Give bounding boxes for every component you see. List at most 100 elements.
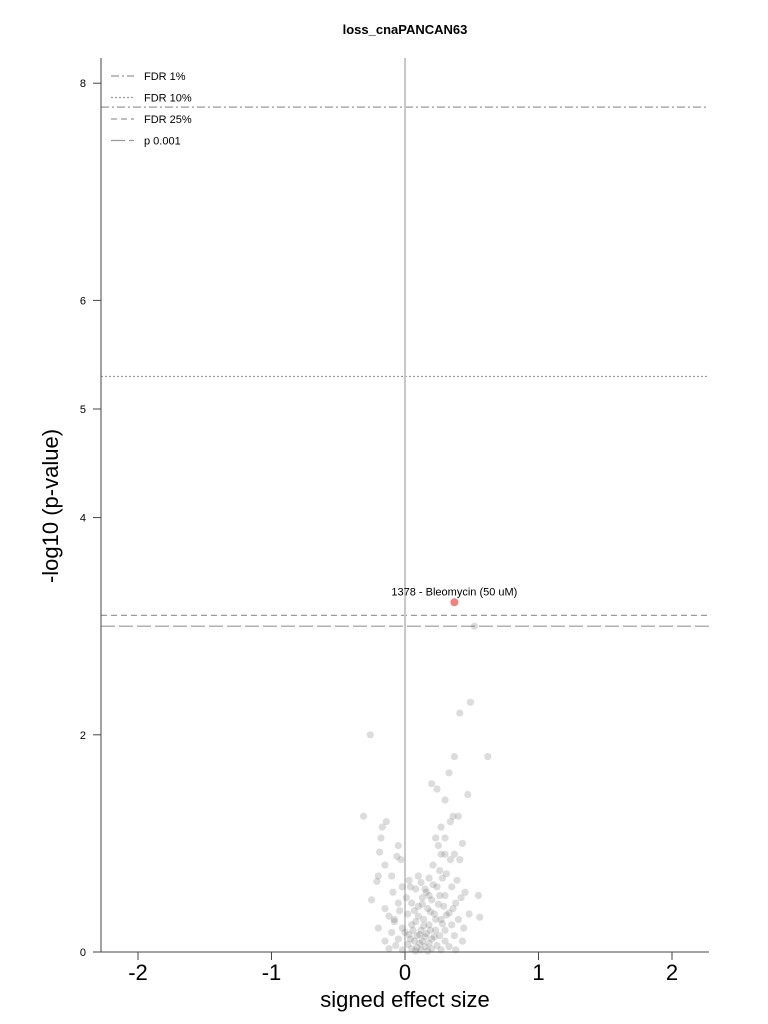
data-point	[381, 861, 389, 869]
data-point	[377, 834, 385, 842]
data-point	[442, 870, 450, 878]
data-point	[449, 812, 457, 820]
data-point	[442, 911, 450, 919]
data-point	[422, 929, 430, 938]
data-point	[433, 941, 441, 950]
data-point	[414, 912, 422, 920]
data-point	[388, 872, 396, 880]
data-point	[449, 904, 457, 913]
data-point	[425, 939, 433, 947]
data-point	[414, 902, 422, 910]
data-point	[389, 888, 397, 896]
data-point	[392, 941, 400, 950]
data-point	[412, 885, 420, 893]
data-point	[421, 885, 429, 893]
data-point	[381, 904, 389, 913]
data-point	[398, 924, 406, 932]
legend: FDR 1% FDR 10% FDR 25% p 0.001	[111, 71, 192, 148]
chart-title: loss_cnaPANCAN63	[343, 22, 468, 37]
data-point	[404, 910, 412, 918]
data-point	[441, 834, 449, 842]
data-point	[450, 752, 458, 761]
y-tick-label: 6	[80, 295, 86, 307]
highlighted-point-label: 1378 - Bleomycin (50 uM)	[391, 586, 517, 598]
data-point	[432, 834, 440, 842]
data-point	[416, 931, 424, 939]
data-point	[414, 872, 422, 880]
data-point	[436, 932, 444, 940]
data-point	[470, 622, 479, 630]
data-point	[441, 891, 449, 900]
data-point	[420, 922, 428, 930]
data-point	[398, 883, 406, 891]
data-point	[385, 912, 393, 920]
data-point	[453, 876, 461, 884]
data-point	[394, 899, 402, 907]
data-point	[396, 907, 404, 915]
legend-label: FDR 1%	[144, 71, 186, 83]
data-point	[448, 921, 456, 929]
data-point	[410, 937, 418, 945]
data-point	[368, 896, 376, 904]
data-point	[381, 937, 389, 945]
data-point	[433, 785, 441, 793]
data-points: 1378 - Bleomycin (50 uM)	[360, 586, 517, 955]
x-axis-label: signed effect size	[320, 987, 490, 1012]
data-point	[404, 940, 412, 948]
data-point	[413, 932, 421, 940]
data-point	[446, 818, 454, 826]
data-point	[378, 823, 386, 831]
data-point	[417, 878, 425, 887]
legend-label: p 0.001	[144, 136, 181, 148]
data-point	[448, 883, 456, 891]
data-point	[428, 780, 436, 788]
data-point	[458, 839, 467, 848]
data-point	[413, 944, 421, 952]
data-point	[418, 937, 426, 945]
highlighted-point	[450, 598, 459, 607]
data-point	[420, 915, 428, 924]
data-point	[441, 850, 449, 858]
data-point	[412, 947, 420, 955]
data-point	[437, 850, 445, 858]
data-point	[408, 899, 416, 907]
data-point	[434, 841, 442, 850]
data-point	[432, 926, 440, 934]
data-point	[433, 883, 441, 891]
x-tick-label: 0	[399, 960, 411, 985]
y-tick-label: 4	[80, 513, 86, 525]
data-point	[406, 883, 414, 891]
data-point	[466, 698, 475, 706]
y-tick-label: 8	[80, 78, 86, 90]
data-point	[405, 876, 413, 884]
data-point	[390, 917, 398, 926]
data-point	[421, 933, 429, 941]
data-point	[401, 928, 409, 937]
data-point	[465, 910, 473, 918]
data-point	[408, 945, 416, 953]
data-point	[425, 921, 433, 929]
data-point	[476, 913, 484, 921]
data-point	[410, 907, 418, 915]
data-point	[438, 874, 446, 882]
data-point	[450, 850, 458, 858]
data-point	[417, 926, 425, 934]
data-point	[438, 920, 446, 928]
x-tick-label: 2	[666, 960, 678, 985]
legend-label: FDR 10%	[144, 93, 192, 105]
data-point	[445, 909, 453, 917]
data-point	[366, 731, 374, 739]
data-point	[458, 937, 467, 945]
data-point	[430, 933, 438, 941]
x-tick-label: -2	[128, 960, 148, 985]
data-point	[425, 874, 433, 882]
data-point	[394, 841, 402, 850]
data-point	[390, 915, 398, 924]
data-point	[474, 891, 483, 900]
data-point	[388, 928, 396, 937]
data-point	[456, 709, 464, 717]
data-point	[402, 894, 410, 902]
data-point	[460, 924, 468, 932]
data-point	[385, 945, 393, 953]
data-point	[418, 900, 426, 908]
